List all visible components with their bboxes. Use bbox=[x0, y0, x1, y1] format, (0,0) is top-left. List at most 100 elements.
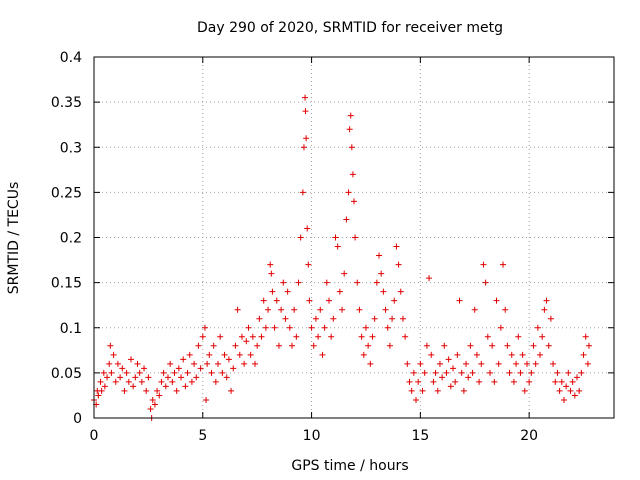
data-point bbox=[125, 378, 132, 385]
data-point bbox=[230, 365, 237, 372]
data-point bbox=[188, 378, 195, 385]
y-tick-label: 0.25 bbox=[51, 185, 82, 201]
data-point bbox=[169, 378, 176, 385]
data-point bbox=[456, 297, 463, 304]
data-point bbox=[252, 360, 259, 367]
data-point bbox=[576, 387, 583, 394]
data-point bbox=[539, 333, 546, 340]
data-point bbox=[380, 288, 387, 295]
data-point bbox=[304, 225, 311, 232]
y-tick-label: 0.2 bbox=[60, 231, 82, 247]
data-point bbox=[415, 378, 422, 385]
data-point bbox=[410, 369, 417, 376]
axis-ticks bbox=[93, 56, 614, 419]
data-point bbox=[419, 387, 426, 394]
data-point bbox=[182, 383, 189, 390]
data-point bbox=[473, 351, 480, 358]
data-points bbox=[91, 94, 592, 421]
data-point bbox=[238, 333, 245, 340]
x-axis-label: GPS time / hours bbox=[291, 458, 408, 474]
data-point bbox=[389, 315, 396, 322]
data-point bbox=[382, 306, 389, 313]
data-point bbox=[365, 342, 372, 349]
data-point bbox=[330, 315, 337, 322]
data-point bbox=[362, 324, 369, 331]
data-point bbox=[299, 189, 306, 196]
data-point bbox=[215, 360, 222, 367]
data-point bbox=[480, 261, 487, 268]
data-point bbox=[345, 189, 352, 196]
data-point bbox=[249, 333, 256, 340]
data-point bbox=[154, 387, 161, 394]
data-point bbox=[430, 378, 437, 385]
data-point bbox=[339, 306, 346, 313]
data-point bbox=[123, 369, 130, 376]
data-point bbox=[258, 333, 265, 340]
data-point bbox=[369, 333, 376, 340]
data-point bbox=[247, 351, 254, 358]
data-point bbox=[108, 369, 115, 376]
data-point bbox=[114, 360, 121, 367]
data-point bbox=[556, 387, 563, 394]
data-point bbox=[371, 315, 378, 322]
data-point bbox=[228, 387, 235, 394]
data-point bbox=[173, 387, 180, 394]
data-point bbox=[268, 270, 275, 277]
data-point bbox=[138, 378, 145, 385]
data-point bbox=[428, 351, 435, 358]
data-point bbox=[95, 392, 102, 399]
data-point bbox=[151, 401, 158, 408]
data-point bbox=[515, 333, 522, 340]
data-point bbox=[310, 342, 317, 349]
data-point bbox=[265, 306, 272, 313]
data-point bbox=[471, 306, 478, 313]
data-point bbox=[463, 360, 470, 367]
data-point bbox=[262, 324, 269, 331]
data-point bbox=[295, 279, 302, 286]
data-point bbox=[580, 351, 587, 358]
data-point bbox=[373, 279, 380, 286]
data-point bbox=[280, 279, 287, 286]
data-point bbox=[160, 369, 167, 376]
x-tick-label: 10 bbox=[303, 428, 321, 444]
data-point bbox=[454, 351, 461, 358]
data-point bbox=[393, 243, 400, 250]
data-point bbox=[478, 360, 485, 367]
y-tick-label: 0.05 bbox=[51, 366, 82, 382]
data-point bbox=[145, 374, 152, 381]
data-point bbox=[156, 392, 163, 399]
data-point bbox=[300, 144, 307, 151]
data-point bbox=[500, 261, 507, 268]
data-point bbox=[482, 279, 489, 286]
data-point bbox=[378, 270, 385, 277]
data-point bbox=[241, 360, 248, 367]
data-point bbox=[528, 369, 535, 376]
data-point bbox=[236, 351, 243, 358]
data-point bbox=[201, 324, 208, 331]
data-point bbox=[495, 360, 502, 367]
data-point bbox=[404, 360, 411, 367]
data-point bbox=[465, 374, 472, 381]
data-point bbox=[143, 387, 150, 394]
data-point bbox=[517, 369, 524, 376]
data-point bbox=[199, 333, 206, 340]
data-point bbox=[523, 360, 530, 367]
data-point bbox=[112, 378, 119, 385]
data-point bbox=[445, 356, 452, 363]
data-point bbox=[399, 315, 406, 322]
data-point bbox=[104, 374, 111, 381]
data-point bbox=[358, 333, 365, 340]
data-point bbox=[439, 374, 446, 381]
data-point bbox=[386, 342, 393, 349]
data-point bbox=[234, 306, 241, 313]
data-point bbox=[567, 387, 574, 394]
data-point bbox=[565, 369, 572, 376]
data-point bbox=[560, 396, 567, 403]
data-point bbox=[291, 306, 298, 313]
data-point bbox=[121, 387, 128, 394]
y-tick-label: 0 bbox=[73, 411, 82, 427]
data-point bbox=[458, 369, 465, 376]
data-point bbox=[98, 387, 105, 394]
x-tick-labels: 0 5 10 15 20 bbox=[90, 428, 539, 444]
